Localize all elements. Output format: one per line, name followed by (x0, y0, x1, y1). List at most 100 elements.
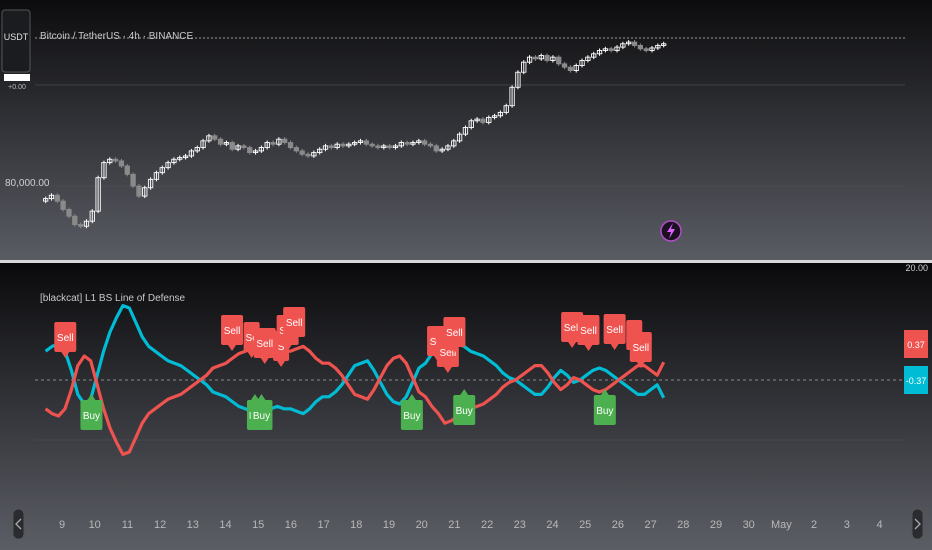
candle (462, 127, 469, 135)
candle (107, 158, 113, 164)
signal-label: Sell (286, 318, 303, 329)
candle (381, 145, 387, 149)
value-badge-down: -0.37 (904, 366, 928, 394)
value-badge-up-text: 0.37 (907, 340, 925, 350)
candle (317, 148, 323, 154)
candle (433, 145, 439, 152)
candle (386, 145, 393, 149)
candle (83, 220, 90, 227)
candle (153, 172, 160, 180)
candle (620, 43, 626, 48)
candle (188, 150, 195, 157)
x-tick-label: 3 (844, 519, 850, 531)
signal-label: Sell (606, 325, 623, 336)
candle (497, 111, 504, 117)
signal-label: Sell (564, 323, 581, 334)
x-tick-label: 25 (579, 519, 591, 531)
candle (334, 143, 340, 149)
sell-signal[interactable]: Sell (629, 332, 652, 368)
sell-signal[interactable]: Sell (603, 314, 626, 350)
price-axis-label: 80,000.00 (5, 178, 50, 189)
x-tick-label: 27 (644, 519, 656, 531)
candle (392, 145, 399, 149)
signal-label: Se (246, 333, 259, 344)
candle (538, 55, 544, 60)
sell-signal[interactable]: Sell (221, 315, 244, 351)
x-tick-label: May (771, 519, 792, 531)
candle (48, 194, 55, 200)
candle (95, 177, 101, 212)
pane-divider[interactable] (0, 260, 932, 263)
candle (421, 140, 428, 145)
candle (474, 118, 480, 122)
sell-signal[interactable]: Sell (577, 315, 600, 351)
candle (276, 138, 282, 145)
buy-signal[interactable]: Buy (250, 394, 273, 430)
signal-label: Buy (403, 411, 420, 422)
x-tick-label: 2 (811, 519, 817, 531)
chevron-right-icon[interactable] (911, 508, 924, 540)
x-tick-label: 28 (677, 519, 689, 531)
chevron-left-icon[interactable] (12, 508, 25, 540)
candle (661, 43, 667, 46)
candle (112, 158, 119, 162)
candle (43, 198, 49, 202)
candle (416, 140, 422, 143)
candle (585, 56, 591, 61)
candle (579, 60, 585, 66)
candle (177, 157, 183, 160)
candle (165, 162, 171, 169)
candle (427, 143, 434, 147)
candle (556, 56, 562, 65)
buy-signal[interactable]: Buy (400, 394, 423, 430)
x-tick-label: 9 (59, 519, 65, 531)
sell-signal[interactable]: Sell (253, 328, 276, 364)
candle (561, 63, 568, 68)
sell-signal[interactable]: Sell (283, 307, 306, 343)
candle (159, 167, 165, 174)
candle (515, 71, 521, 88)
price-pane (0, 0, 932, 260)
signal-label: Buy (456, 406, 473, 417)
symbol-badge[interactable]: USDT (1, 9, 31, 73)
candle (352, 142, 358, 145)
candle (60, 200, 66, 210)
x-tick-label: 11 (122, 519, 133, 531)
indicator-title: [blackcat] L1 BS Line of Defense (40, 293, 186, 304)
cyan-line (44, 304, 666, 416)
x-axis: 9 10 11 12 13 14 15 16 17 18 19 20 21 22 23 24 25 26 27 28 2… (59, 519, 883, 531)
x-tick-label: 22 (481, 519, 493, 531)
candle (573, 65, 579, 71)
candle (328, 145, 334, 149)
candle (206, 135, 212, 142)
candle (241, 145, 247, 149)
sell-signal[interactable]: Sell (443, 317, 466, 353)
lightning-icon[interactable] (660, 220, 682, 242)
candle (596, 50, 603, 55)
indicator-lines (44, 304, 666, 456)
candle (451, 140, 457, 147)
candle (369, 143, 375, 147)
signal-label: Sell (446, 328, 463, 339)
candle (363, 140, 369, 145)
price-grid (35, 37, 905, 187)
candle (544, 55, 550, 61)
candle (147, 178, 154, 189)
sell-signal[interactable]: Sell (54, 322, 77, 358)
buy-signal[interactable]: Buy (80, 394, 103, 430)
candle (322, 145, 329, 150)
signal-label: Buy (83, 411, 100, 422)
candle (631, 41, 638, 46)
candle (101, 162, 107, 179)
candle (439, 148, 445, 152)
signal-label: Buy (596, 406, 613, 417)
candle (486, 116, 492, 123)
main-chart-title: Bitcoin / TetherUS · 4h · BINANCE (40, 31, 194, 42)
buy-signal[interactable]: Buy (453, 389, 476, 425)
buy-signal[interactable]: Buy (593, 389, 616, 425)
candle (357, 140, 364, 143)
candle (346, 143, 352, 147)
x-tick-label: 14 (219, 519, 231, 531)
